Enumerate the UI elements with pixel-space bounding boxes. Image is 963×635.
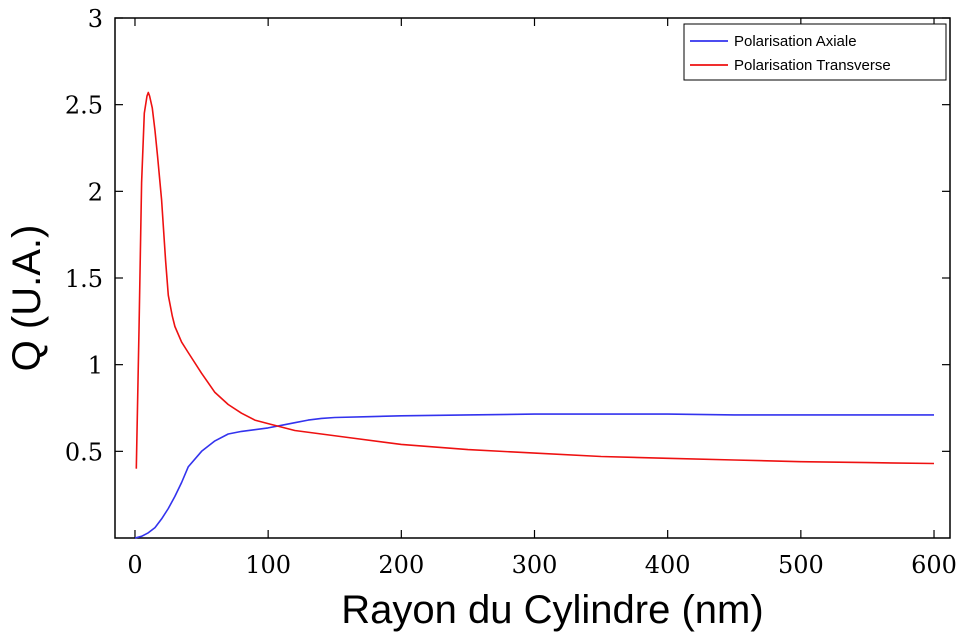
series-axiale-line	[134, 413, 934, 539]
legend-label: Polarisation Transverse	[734, 57, 891, 74]
y-tick-label: 2.5	[65, 92, 103, 120]
x-tick-label: 600	[911, 551, 957, 579]
legend-label: Polarisation Axiale	[734, 33, 857, 50]
y-tick-label: 1	[88, 352, 103, 380]
series-transverse-line	[135, 91, 935, 469]
x-axis-title: Rayon du Cylindre (nm)	[341, 588, 763, 632]
y-tick-label: 2	[88, 178, 103, 206]
y-axis-title: Q (U.A.)	[5, 225, 49, 372]
y-axis-ticks: 0.5 1 1.5 2 2.5 3	[65, 5, 950, 466]
x-tick-label: 200	[378, 551, 424, 579]
legend: Polarisation Axiale Polarisation Transver…	[683, 23, 947, 81]
y-tick-label: 1.5	[65, 265, 103, 293]
x-tick-label: 500	[778, 551, 824, 579]
x-tick-label: 300	[512, 551, 558, 579]
y-tick-label: 0.5	[65, 438, 103, 466]
x-tick-label: 400	[645, 551, 691, 579]
x-tick-label: 100	[245, 551, 291, 579]
y-tick-label: 3	[88, 5, 103, 33]
legend-box	[683, 23, 947, 81]
plot-frame	[114, 17, 951, 539]
x-axis-ticks: 0 100 200 300 400 500 600	[127, 18, 957, 579]
plot-border	[114, 17, 951, 539]
series-layer	[134, 91, 935, 539]
x-tick-label: 0	[127, 551, 142, 579]
